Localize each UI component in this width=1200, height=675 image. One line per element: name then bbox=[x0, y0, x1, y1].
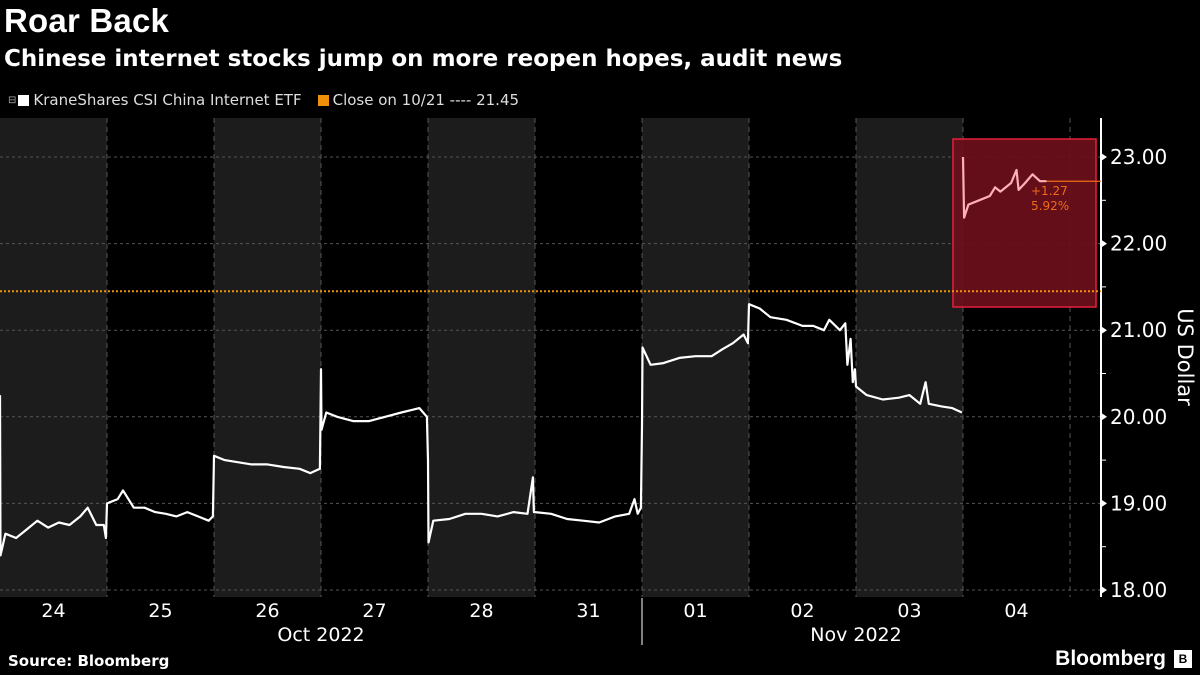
day-shade bbox=[856, 118, 963, 597]
source-note: Source: Bloomberg bbox=[8, 652, 170, 670]
xtick-label: 27 bbox=[362, 600, 386, 622]
day-shade bbox=[214, 118, 321, 597]
xtick-label: 31 bbox=[576, 600, 600, 622]
month-label: Nov 2022 bbox=[810, 624, 901, 646]
highlight-box bbox=[952, 138, 1097, 308]
ytick-label: 19.00 bbox=[1110, 491, 1167, 515]
ytick-label: 18.00 bbox=[1110, 578, 1167, 602]
ytick-label: 21.00 bbox=[1110, 318, 1167, 342]
ytick-marker bbox=[1101, 412, 1107, 421]
xtick-label: 03 bbox=[897, 600, 921, 622]
legend-swatch-close bbox=[317, 94, 329, 106]
change-annotation: +1.27 bbox=[1031, 184, 1068, 198]
ytick-label: 23.00 bbox=[1110, 145, 1167, 169]
xtick-label: 26 bbox=[255, 600, 279, 622]
bloomberg-icon: B bbox=[1174, 650, 1192, 668]
legend: ⊟ KraneShares CSI China Internet ETF Clo… bbox=[8, 91, 519, 109]
legend-label-etf: KraneShares CSI China Internet ETF bbox=[33, 91, 302, 109]
ytick-label: 22.00 bbox=[1110, 232, 1167, 256]
ytick-marker bbox=[1101, 499, 1107, 508]
month-label: Oct 2022 bbox=[277, 624, 364, 646]
xtick-label: 04 bbox=[1004, 600, 1028, 622]
ytick-marker bbox=[1101, 586, 1107, 594]
ytick-label: 20.00 bbox=[1110, 405, 1167, 429]
y-axis-label: US Dollar bbox=[1173, 308, 1197, 406]
ytick-marker bbox=[1101, 239, 1107, 248]
xtick-label: 28 bbox=[469, 600, 493, 622]
chart-title: Roar Back bbox=[4, 2, 170, 39]
chart-subtitle: Chinese internet stocks jump on more reo… bbox=[4, 46, 843, 72]
ytick-marker bbox=[1101, 153, 1107, 161]
day-shade bbox=[0, 118, 107, 597]
series-line-etf bbox=[0, 303, 963, 557]
xtick-label: 01 bbox=[683, 600, 707, 622]
ytick-marker bbox=[1101, 326, 1107, 335]
xtick-label: 02 bbox=[790, 600, 814, 622]
day-shade bbox=[428, 118, 535, 597]
series-line-nov04 bbox=[961, 156, 1047, 219]
xtick-label: 25 bbox=[148, 600, 172, 622]
pct-annotation: 5.92% bbox=[1031, 199, 1069, 213]
legend-toggle-icon[interactable]: ⊟ bbox=[8, 94, 17, 106]
bloomberg-logo: Bloomberg bbox=[1055, 647, 1166, 670]
xtick-label: 24 bbox=[41, 600, 65, 622]
day-shade bbox=[642, 118, 749, 597]
legend-swatch-etf bbox=[18, 94, 30, 106]
legend-label-close: Close on 10/21 ---- 21.45 bbox=[332, 91, 520, 109]
